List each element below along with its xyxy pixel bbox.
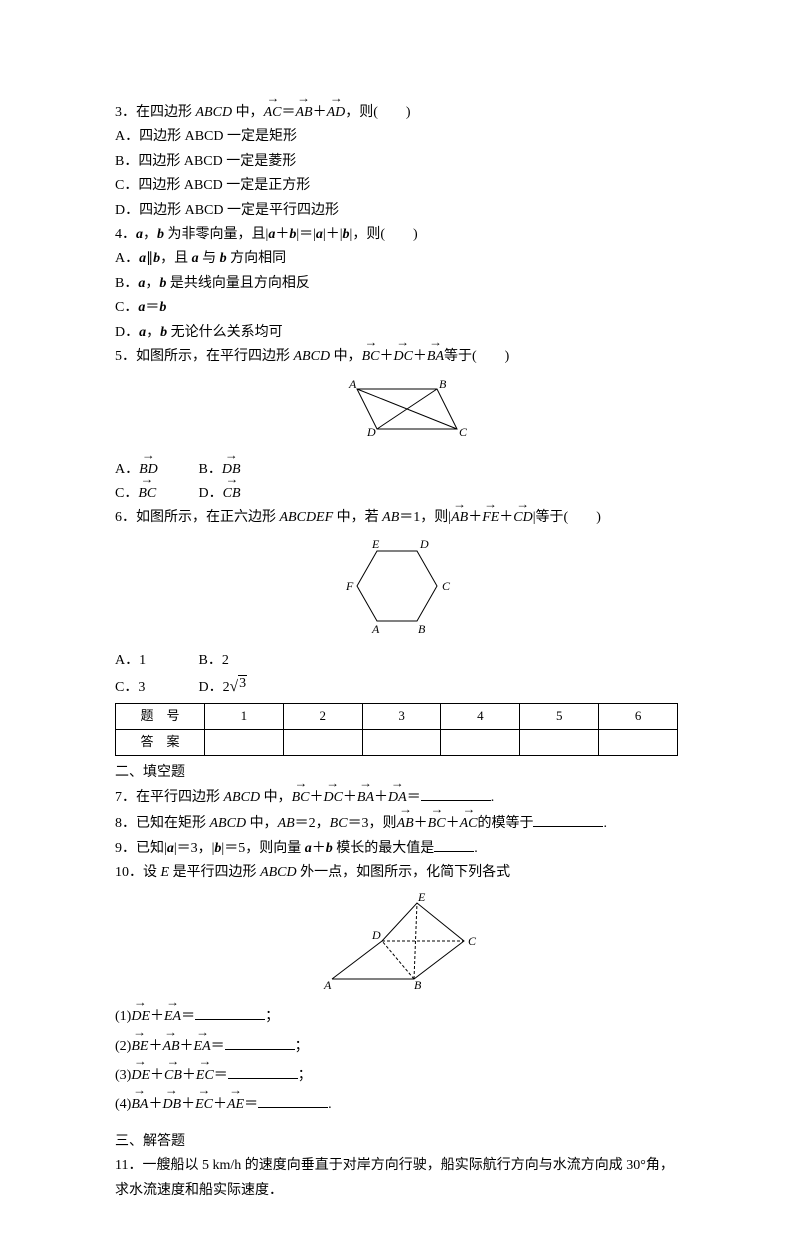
svg-text:B: B: [439, 377, 447, 391]
col-3: 3: [362, 704, 441, 730]
q6-opts-row2: C．3 D．2√3: [115, 675, 678, 700]
answer-table: 题 号 1 2 3 4 5 6 答 案: [115, 703, 678, 756]
blank: [533, 812, 603, 827]
blank: [228, 1064, 298, 1079]
q3-opt-a: A．四边形 ABCD 一定是矩形: [115, 126, 678, 148]
blank: [421, 786, 491, 801]
q4-opt-b: B．a，b 是共线向量且方向相反: [115, 273, 678, 295]
q8: 8．已知在矩形 ABCD 中，AB＝2，BC＝3，则AB＋BC＋AC的模等于.: [115, 812, 678, 835]
q4-stem: 4．a，b 为非零向量，且|a＋b|＝|a|＋|b|，则( ): [115, 224, 678, 246]
q6-opts-row1: A．1 B．2: [115, 650, 678, 672]
q11-l1: 11．一艘船以 5 km/h 的速度向垂直于对岸方向行驶，船实际航行方向与水流方…: [115, 1155, 678, 1177]
table-row: 题 号 1 2 3 4 5 6: [116, 704, 678, 730]
col-5: 5: [520, 704, 599, 730]
col-6: 6: [599, 704, 678, 730]
q3-opt-b: B．四边形 ABCD 一定是菱形: [115, 151, 678, 173]
svg-text:E: E: [371, 537, 380, 551]
hexagon-icon: E D F C A B: [332, 536, 462, 636]
blank: [258, 1093, 328, 1108]
q4-opt-a: A．a∥b，且 a 与 b 方向相同: [115, 248, 678, 270]
ans-cell: [205, 730, 284, 756]
ans-cell: [520, 730, 599, 756]
q5-stem: 5．如图所示，在平行四边形 ABCD 中，BC＋DC＋BA等于( ): [115, 346, 678, 368]
svg-text:A: A: [371, 622, 380, 636]
svg-text:A: A: [323, 978, 332, 991]
ans-cell: [283, 730, 362, 756]
q10-4: (4)BA＋DB＋EC＋AE＝.: [115, 1093, 678, 1116]
blank: [195, 1005, 265, 1020]
col-1: 1: [205, 704, 284, 730]
svg-text:B: B: [418, 622, 426, 636]
q5-figure: A B C D: [115, 374, 678, 452]
q6-stem: 6．如图所示，在正六边形 ABCDEF 中，若 AB＝1，则|AB＋FE＋CD|…: [115, 507, 678, 529]
q10-figure: A B C D E: [115, 891, 678, 999]
q9: 9．已知|a|＝3，|b|＝5，则向量 a＋b 模长的最大值是.: [115, 837, 678, 860]
q10-stem: 10．设 E 是平行四边形 ABCD 外一点，如图所示，化简下列各式: [115, 862, 678, 884]
q5-opts-row2: C．BC D．CB: [115, 483, 678, 505]
parallelogram-3d-icon: A B C D E: [314, 891, 479, 991]
header-no: 题 号: [116, 704, 205, 730]
col-2: 2: [283, 704, 362, 730]
q3-opt-d: D．四边形 ABCD 一定是平行四边形: [115, 200, 678, 222]
section-3: 三、解答题: [115, 1131, 678, 1153]
q4-opt-c: C．a＝b: [115, 297, 678, 319]
svg-text:C: C: [468, 934, 477, 948]
ans-cell: [441, 730, 520, 756]
header-ans: 答 案: [116, 730, 205, 756]
blank: [434, 837, 474, 852]
svg-text:B: B: [414, 978, 422, 991]
ans-cell: [362, 730, 441, 756]
q3-opt-c: C．四边形 ABCD 一定是正方形: [115, 175, 678, 197]
q3-stem: 3．在四边形 ABCD 中，AC＝AB＋AD，则( ): [115, 102, 678, 124]
ans-cell: [599, 730, 678, 756]
q5-opts-row1: A．BD B．DB: [115, 459, 678, 481]
svg-text:C: C: [459, 425, 467, 439]
svg-text:C: C: [442, 579, 451, 593]
col-4: 4: [441, 704, 520, 730]
svg-text:D: D: [371, 928, 381, 942]
svg-text:F: F: [345, 579, 354, 593]
q11-l2: 求水流速度和船实际速度．: [115, 1180, 678, 1202]
svg-text:D: D: [419, 537, 429, 551]
parallelogram-icon: A B C D: [327, 374, 467, 444]
blank: [225, 1035, 295, 1050]
table-row: 答 案: [116, 730, 678, 756]
svg-text:D: D: [366, 425, 376, 439]
page: 3．在四边形 ABCD 中，AC＝AB＋AD，则( ) A．四边形 ABCD 一…: [0, 0, 793, 1244]
svg-text:A: A: [348, 377, 357, 391]
svg-text:E: E: [417, 891, 426, 904]
q6-figure: E D F C A B: [115, 536, 678, 644]
